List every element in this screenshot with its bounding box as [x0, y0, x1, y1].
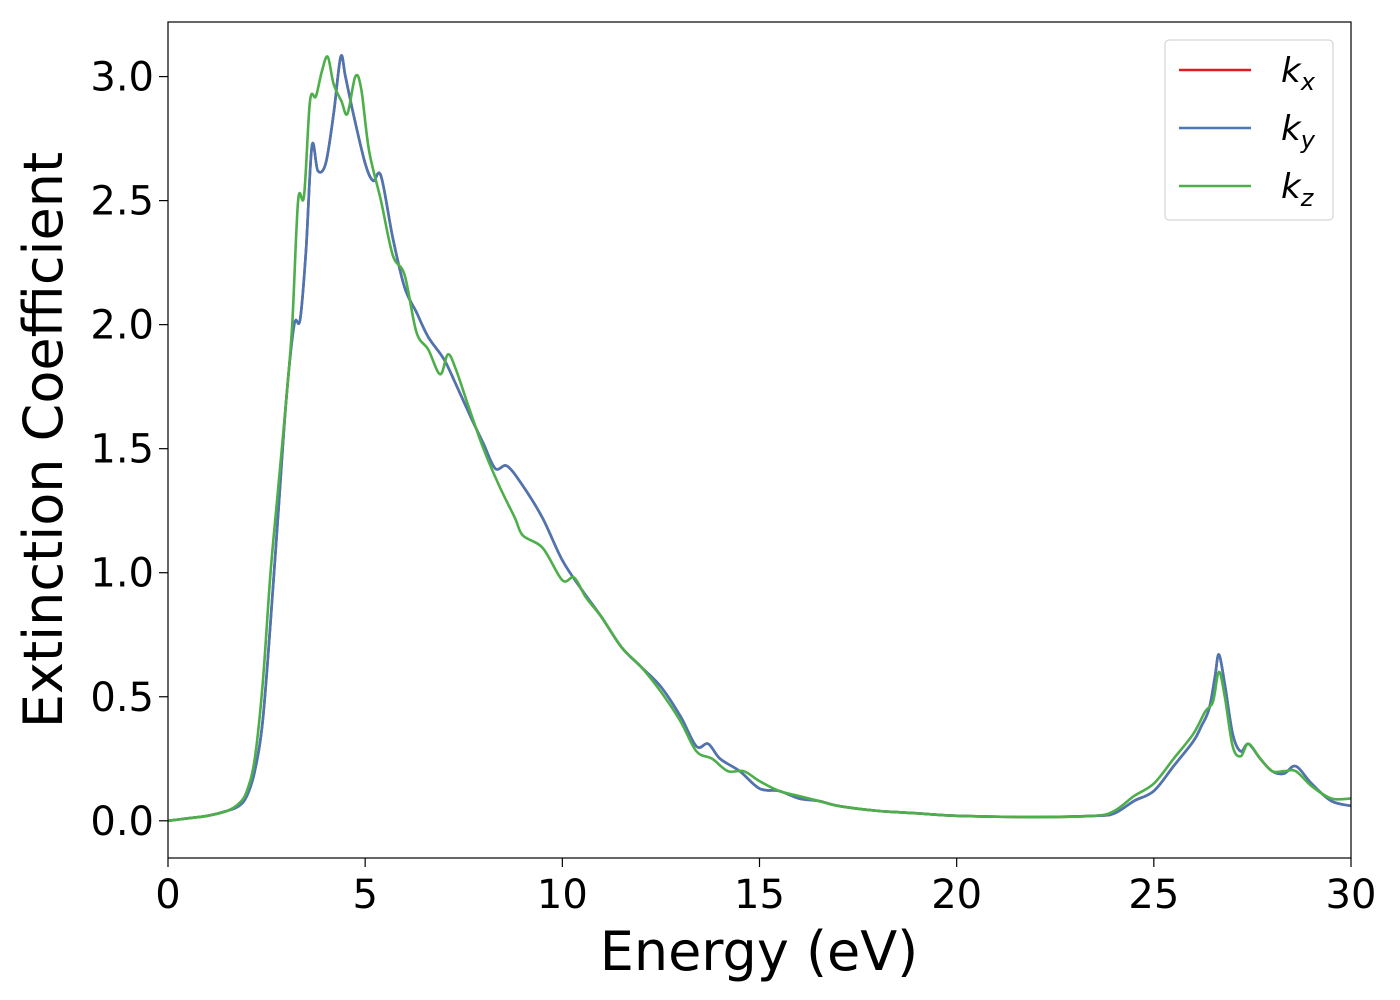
y-tick-label: 1.5: [90, 427, 154, 473]
y-tick-label: 0.5: [90, 675, 154, 721]
x-tick-label: 5: [352, 872, 377, 918]
x-tick-label: 10: [537, 872, 588, 918]
x-tick-label: 15: [734, 872, 785, 918]
y-axis-title: Extinction Coefficient: [12, 152, 75, 728]
y-tick-label: 3.0: [90, 55, 154, 101]
legend-label-kz: kz: [1281, 167, 1315, 212]
legend-box: [1164, 39, 1334, 221]
x-tick-label: 25: [1128, 872, 1179, 918]
legend-label-kx: kx: [1281, 51, 1316, 96]
y-tick-label: 2.0: [90, 303, 154, 349]
x-tick-label: 20: [931, 872, 982, 918]
x-tick-label: 0: [155, 872, 180, 918]
y-tick-label: 0.0: [90, 799, 154, 845]
y-tick-label: 1.0: [90, 551, 154, 597]
series-line-kz: [167, 55, 1352, 823]
legend-label-ky: ky: [1281, 109, 1316, 154]
series-layer: [167, 54, 1352, 823]
x-axis-ticks: 0 5 10 15 20 25 30: [155, 858, 1376, 918]
x-tick-label: 30: [1326, 872, 1377, 918]
legend: kx ky kz: [1164, 39, 1334, 221]
y-tick-label: 2.5: [90, 179, 154, 225]
x-axis-title: Energy (eV): [600, 920, 919, 983]
y-axis-ticks: 0.0 0.5 1.0 1.5 2.0 2.5 3.0: [90, 55, 168, 845]
